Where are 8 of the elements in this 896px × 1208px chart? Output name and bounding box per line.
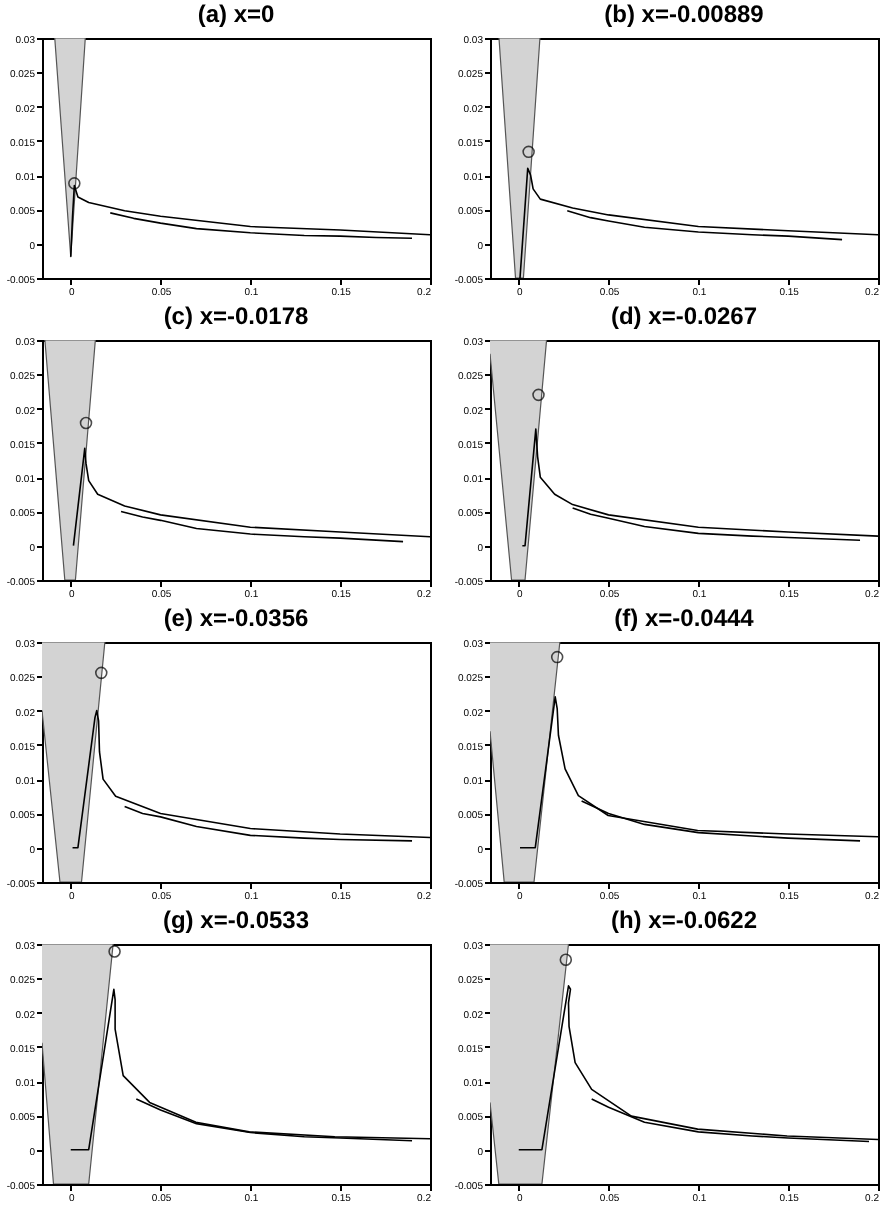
chart-title: (g) x=-0.0533 [162, 906, 310, 934]
chart-title: (b) x=-0.00889 [604, 0, 765, 28]
chart-title: (e) x=-0.0356 [163, 604, 310, 632]
chart-title: (d) x=-0.0267 [610, 302, 758, 330]
chart-title: (a) x=0 [197, 0, 275, 28]
chart-title: (h) x=-0.0622 [610, 906, 758, 934]
chart-title: (c) x=-0.0178 [163, 302, 310, 330]
chart-title: (f) x=-0.0444 [614, 604, 755, 632]
